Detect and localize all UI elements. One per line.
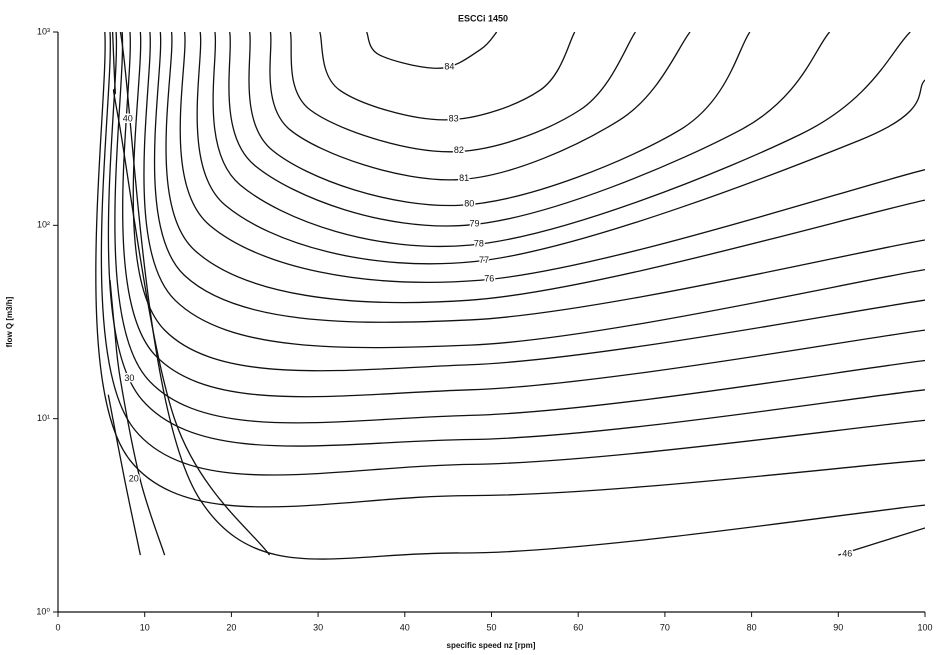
contour-label: 78 <box>474 239 484 249</box>
contour-label: 46 <box>842 548 852 558</box>
contour-line <box>248 32 751 207</box>
contour-line <box>143 32 925 349</box>
contour-line <box>319 32 576 121</box>
contour-label: 79 <box>469 219 479 229</box>
x-tick-label: 0 <box>55 622 60 632</box>
contour-line <box>119 32 925 560</box>
contour-label: 84 <box>444 62 454 72</box>
x-tick-label: 100 <box>917 622 932 632</box>
x-tick-label: 20 <box>226 622 236 632</box>
contour-label: 81 <box>459 173 469 183</box>
x-tick-label: 10 <box>140 622 150 632</box>
contour-line <box>114 32 925 424</box>
contour-label: 40 <box>123 114 133 124</box>
contour-line <box>179 32 925 283</box>
contour-line <box>107 394 142 556</box>
contour-label: 76 <box>484 274 494 284</box>
x-axis-label: specific speed nz [rpm] <box>447 641 536 650</box>
contour-line <box>100 32 925 476</box>
contour-line <box>212 32 911 248</box>
contours <box>95 32 925 560</box>
x-tick-label: 70 <box>660 622 670 632</box>
contour-line <box>153 32 925 323</box>
x-tick-label: 40 <box>400 622 410 632</box>
contour-line <box>95 32 925 508</box>
contour-line <box>196 32 925 265</box>
contour-line <box>228 32 831 227</box>
contour-line <box>107 32 925 447</box>
contour-line <box>109 280 166 556</box>
x-tick-label: 50 <box>486 622 496 632</box>
contour-line <box>165 32 925 304</box>
contour-line <box>269 32 691 181</box>
contour-label: 30 <box>124 373 134 383</box>
contour-line <box>132 32 925 372</box>
y-axis-label: flow Q [m3/h] <box>5 296 14 347</box>
contour-label: 83 <box>449 113 459 123</box>
y-tick-label: 10³ <box>37 26 50 36</box>
contour-label: 77 <box>479 255 489 265</box>
contour-label: 20 <box>129 474 139 484</box>
contour-label: 82 <box>454 145 464 155</box>
x-tick-label: 80 <box>747 622 757 632</box>
x-tick-label: 60 <box>573 622 583 632</box>
contour-line <box>122 32 925 398</box>
contour-line <box>111 32 271 556</box>
contour-line <box>838 527 925 556</box>
y-tick-label: 10² <box>37 220 50 230</box>
x-tick-label: 30 <box>313 622 323 632</box>
y-tick-label: 10¹ <box>37 413 50 423</box>
contour-line <box>289 32 636 153</box>
contour-label: 80 <box>464 199 474 209</box>
chart-title: ESCCi 1450 <box>458 13 508 23</box>
contour-line <box>366 32 498 69</box>
y-tick-label: 10⁰ <box>36 606 50 616</box>
x-tick-label: 90 <box>833 622 843 632</box>
